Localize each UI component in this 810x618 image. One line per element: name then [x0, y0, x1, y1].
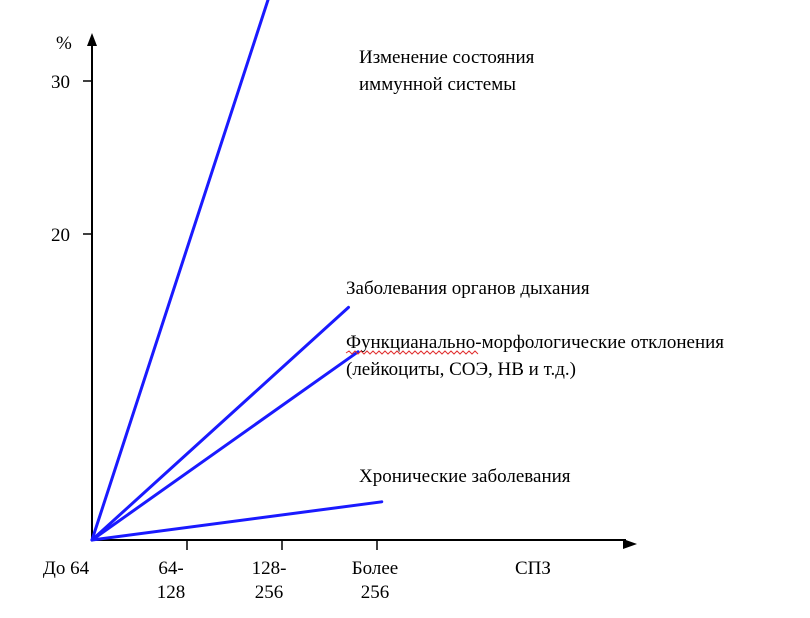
series-label-3: Функцианально-морфологические отклонения…	[346, 332, 724, 380]
series-line-1	[90, 0, 270, 542]
x-tick-label: До 64	[43, 558, 90, 579]
axes	[87, 33, 637, 549]
x-tick-label: Более 256	[352, 558, 399, 603]
series-label-1: Изменение состояния иммунной системы	[359, 47, 535, 95]
series-labels: Изменение состояния иммунной системы Забол…	[345, 47, 724, 487]
y-axis-label: %	[56, 33, 72, 54]
x-ticks: До 64 64-128 128-256 Более 256	[43, 540, 398, 603]
x-tick-label: 64-128	[157, 558, 186, 603]
y-tick-label: 30	[51, 72, 70, 93]
y-axis-arrow	[87, 33, 97, 46]
series-line-2	[90, 305, 350, 542]
y-ticks: 203040	[51, 72, 92, 246]
series-lines	[90, 0, 384, 542]
x-tick-label: 128-256	[252, 558, 287, 603]
y-tick-label: 20	[51, 225, 70, 246]
series-label-4: Хронические заболевания	[359, 466, 571, 487]
x-axis-label: СПЗ	[515, 558, 551, 579]
series-line-3	[90, 350, 360, 542]
spellcheck-underline	[345, 350, 479, 355]
series-label-2: Заболевания органов дыхания	[346, 278, 590, 299]
x-axis-arrow	[623, 539, 637, 549]
series-line-4	[90, 500, 384, 542]
